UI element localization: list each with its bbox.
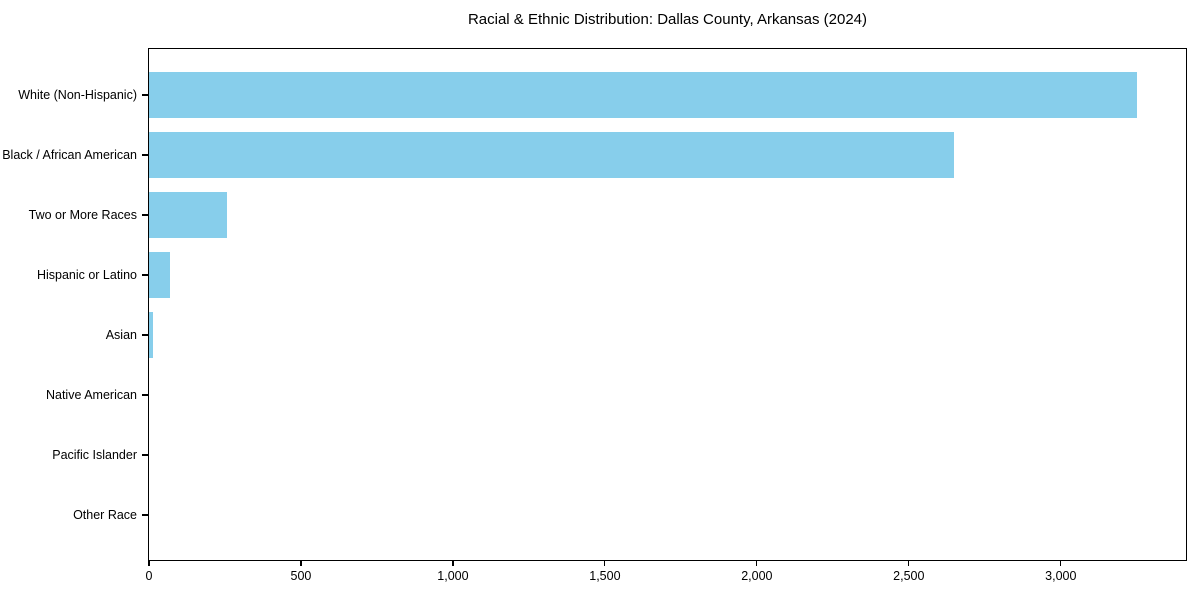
x-tick-mark xyxy=(604,561,606,566)
x-tick-label: 2,000 xyxy=(741,569,773,583)
y-tick-label: White (Non-Hispanic) xyxy=(18,87,137,102)
x-tick-mark xyxy=(908,561,910,566)
bar-white-non-hispanic xyxy=(149,72,1137,118)
y-tick-label: Two or More Races xyxy=(28,207,137,222)
y-tick-label: Black / African American xyxy=(2,147,137,162)
x-tick-label: 500 xyxy=(290,569,312,583)
y-tick-mark xyxy=(142,274,149,276)
x-tick-label: 1,000 xyxy=(437,569,469,583)
x-tick-label: 1,500 xyxy=(589,569,621,583)
y-tick-mark xyxy=(142,394,149,396)
y-tick-mark xyxy=(142,94,149,96)
y-tick-label: Native American xyxy=(45,387,137,402)
bar-hispanic-or-latino xyxy=(149,252,171,298)
bar-two-or-more-races xyxy=(149,192,227,238)
x-tick-label: 2,500 xyxy=(893,569,925,583)
x-tick-mark xyxy=(1060,561,1062,566)
y-tick-mark xyxy=(142,334,149,336)
x-tick-mark xyxy=(452,561,454,566)
bar-asian xyxy=(149,312,153,358)
plot-area xyxy=(148,48,1187,561)
y-tick-mark xyxy=(142,514,149,516)
y-tick-label: Hispanic or Latino xyxy=(36,267,137,282)
y-tick-label: Other Race xyxy=(73,507,137,522)
x-tick-label: 3,000 xyxy=(1045,569,1077,583)
y-tick-label: Asian xyxy=(105,327,137,342)
chart-title: Racial & Ethnic Distribution: Dallas Cou… xyxy=(467,11,868,28)
x-tick-label: 0 xyxy=(145,569,153,583)
y-tick-mark xyxy=(142,154,149,156)
y-tick-label: Pacific Islander xyxy=(52,447,137,462)
bar-black-african-american xyxy=(149,132,955,178)
x-tick-mark xyxy=(756,561,758,566)
y-tick-mark xyxy=(142,454,149,456)
y-tick-mark xyxy=(142,214,149,216)
x-tick-mark xyxy=(300,561,302,566)
x-tick-mark xyxy=(148,561,150,566)
